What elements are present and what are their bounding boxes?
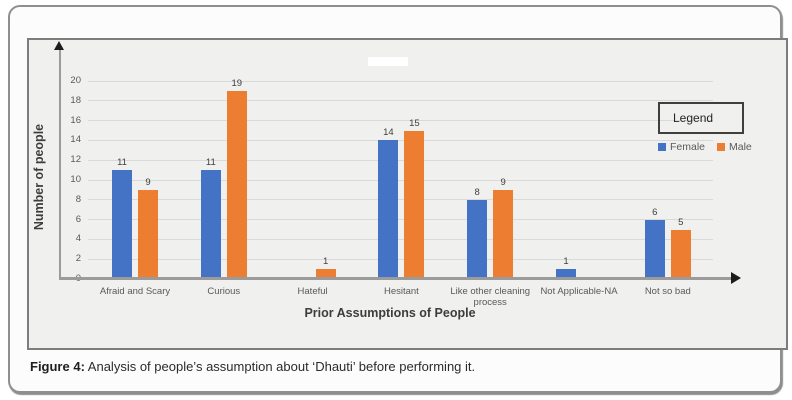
- bar-male-0: [138, 189, 158, 279]
- gridline: [88, 179, 713, 181]
- category-label: Afraid and Scary: [99, 286, 171, 297]
- bar-female-6: [644, 219, 665, 279]
- bar-value-label: 5: [678, 216, 684, 228]
- bar-value-label: 1: [322, 256, 329, 268]
- bar-female-5: [556, 269, 576, 279]
- bar-female-0: [112, 170, 132, 279]
- y-tick-label: 8: [75, 193, 81, 205]
- y-tick-label: 2: [75, 253, 81, 265]
- x-axis-line: [59, 277, 733, 280]
- bar-value-label: 6: [652, 206, 658, 218]
- y-axis-title: Number of people: [32, 123, 46, 231]
- bar-male-4: [493, 189, 514, 279]
- y-tick-label: 20: [70, 75, 81, 86]
- category-label: Hesitant: [383, 286, 419, 297]
- legend-entry-label: Male: [729, 141, 752, 153]
- y-tick-label: 18: [70, 94, 81, 106]
- category-label: Curious: [207, 286, 241, 297]
- y-axis-line: [59, 49, 61, 279]
- bar-value-label: 9: [500, 176, 506, 188]
- figure-caption-text: Analysis of people’s assumption about ‘D…: [84, 359, 476, 374]
- category-label: Not so bad: [644, 286, 691, 297]
- gridline: [88, 258, 713, 260]
- whiteout-patch: [368, 57, 408, 66]
- bar-value-label: 1: [563, 256, 569, 268]
- figure-caption: Figure 4: Analysis of people’s assumptio…: [30, 359, 770, 374]
- y-axis-arrow-icon: [54, 41, 64, 50]
- bar-value-label: 8: [474, 186, 480, 198]
- gridline: [88, 219, 713, 221]
- gridline: [88, 238, 713, 240]
- bar-female-4: [467, 199, 488, 279]
- y-tick-label: 10: [70, 174, 81, 185]
- gridline: [88, 159, 713, 161]
- category-label: Like other cleaning process: [450, 286, 531, 308]
- category-label: Not Applicable-NA: [540, 286, 618, 297]
- gridline: [88, 120, 713, 122]
- gridline: [88, 80, 713, 82]
- bar-male-3: [404, 130, 425, 279]
- y-tick-label: 16: [70, 114, 81, 126]
- legend-entry-female: Female: [658, 141, 705, 153]
- x-axis-title: Prior Assumptions of People: [304, 306, 476, 320]
- bar-female-1: [200, 170, 221, 279]
- bar-value-label: 15: [409, 117, 420, 129]
- bar-value-label: 14: [383, 127, 394, 139]
- legend-entries: Female Male: [658, 141, 752, 153]
- bar-chart: 0246810121416182011111481691911595Afraid…: [27, 38, 788, 350]
- y-tick-label: 12: [70, 154, 81, 166]
- bar-male-2: [315, 269, 336, 279]
- bar-value-label: 11: [205, 157, 216, 169]
- female-swatch-icon: [658, 143, 666, 151]
- figure-card: 0246810121416182011111481691911595Afraid…: [8, 5, 788, 393]
- bar-value-label: 9: [145, 176, 151, 188]
- y-tick-label: 6: [75, 213, 81, 225]
- legend-entry-male: Male: [717, 141, 752, 153]
- bar-value-label: 11: [117, 157, 127, 169]
- bar-value-label: 19: [231, 77, 243, 89]
- bar-male-6: [670, 229, 691, 279]
- x-axis-arrow-icon: [731, 272, 741, 284]
- y-tick-label: 14: [70, 134, 81, 146]
- legend-title: Legend: [673, 111, 714, 125]
- male-swatch-icon: [717, 143, 726, 151]
- bar-female-3: [378, 140, 399, 279]
- legend-entry-label: Female: [670, 141, 706, 153]
- figure-caption-label: Figure 4:: [30, 359, 85, 374]
- bar-male-1: [226, 90, 247, 279]
- gridline: [88, 139, 713, 141]
- legend-box: Legend: [658, 102, 744, 134]
- gridline: [88, 199, 713, 201]
- gridline: [88, 100, 713, 102]
- category-label: Hateful: [297, 286, 328, 297]
- y-tick-label: 4: [75, 233, 81, 245]
